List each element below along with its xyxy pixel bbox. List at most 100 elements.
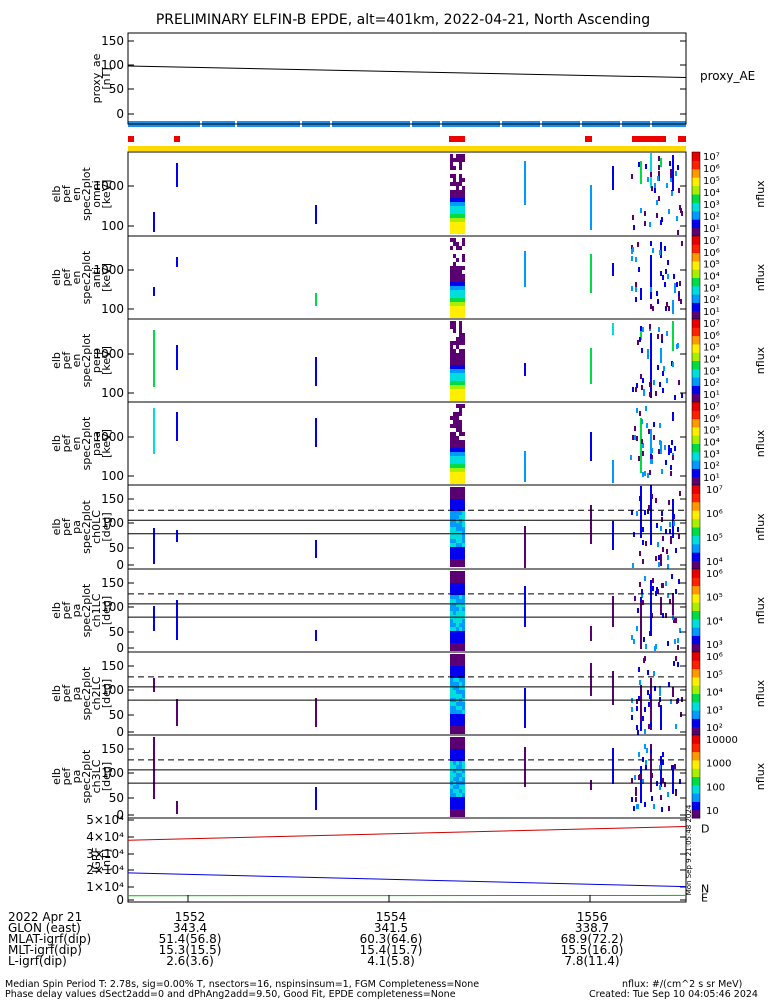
heatmap-cell	[462, 635, 465, 639]
axis-row-label: MLAT-igrf(dip)	[8, 932, 91, 946]
heatmap-cell	[459, 194, 462, 198]
heatmap-cell	[456, 631, 459, 635]
heatmap-cell	[666, 549, 668, 554]
heatmap-cell	[678, 188, 680, 193]
heatmap-cell	[456, 460, 459, 464]
heatmap-cell	[453, 393, 456, 397]
colorbar-segment	[692, 710, 700, 719]
heatmap-cell	[456, 627, 459, 631]
heatmap-cell	[450, 456, 453, 460]
heatmap-cell	[450, 246, 453, 250]
series-line-n	[127, 872, 687, 888]
heatmap-cell	[459, 464, 462, 468]
heatmap-cell	[462, 773, 465, 777]
y-tick-label: 100	[101, 683, 124, 697]
colorbar-tick-label: 10⁴	[706, 557, 723, 568]
heatmap-cell	[456, 678, 459, 682]
heatmap-cell	[642, 378, 644, 383]
heatmap-streak	[590, 254, 592, 293]
heatmap-cell	[661, 517, 663, 522]
heatmap-cell	[671, 765, 673, 770]
heatmap-cell	[453, 436, 456, 440]
heatmap-cell	[453, 302, 456, 306]
colorbar-segment	[692, 743, 700, 753]
heatmap-cell	[456, 777, 459, 781]
heatmap-cell	[653, 435, 655, 440]
colorbar-segment	[692, 726, 700, 736]
heatmap-cell	[453, 761, 456, 765]
heatmap-cell	[456, 226, 459, 230]
heatmap-streak	[612, 748, 614, 784]
heatmap-cell	[459, 460, 462, 464]
heatmap-cell	[658, 165, 660, 170]
colorbar-tick-label: 10³	[706, 640, 723, 651]
heatmap-cell	[453, 627, 456, 631]
heatmap-cell	[462, 258, 465, 262]
y-tick-label: 150	[101, 659, 124, 673]
colorbar-segment	[692, 402, 700, 411]
heatmap-cell	[453, 777, 456, 781]
heatmap-cell	[453, 341, 456, 345]
heatmap-cell	[456, 154, 459, 158]
heatmap-cell	[675, 589, 677, 594]
colorbar-tick-label: 10⁴	[703, 188, 720, 199]
heatmap-cell	[641, 419, 643, 424]
heatmap-cell	[462, 619, 465, 623]
heatmap-cell	[643, 391, 645, 396]
heatmap-cell	[635, 787, 637, 792]
heatmap-cell	[450, 647, 453, 651]
y-axis-label-anti: pef	[60, 268, 73, 287]
heatmap-cell	[642, 327, 644, 332]
heatmap-cell	[450, 468, 453, 472]
heatmap-cell	[453, 511, 456, 515]
heatmap-cell	[450, 753, 453, 757]
heatmap-cell	[450, 385, 453, 389]
heatmap-cell	[450, 654, 453, 658]
y-tick-label: 1000	[93, 179, 124, 193]
heatmap-cell	[456, 647, 459, 651]
footer-line1: Median Spin Period T: 2.78s, sig=0.00% T…	[5, 979, 480, 990]
heatmap-cell	[456, 813, 459, 817]
heatmap-cell	[456, 448, 459, 452]
heatmap-cell	[453, 737, 456, 741]
heatmap-cell	[453, 635, 456, 639]
heatmap-cell	[456, 690, 459, 694]
heatmap-cell	[670, 539, 672, 544]
y-tick-label: 0	[116, 808, 124, 822]
heatmap-cell	[450, 495, 453, 499]
axis-row-value: 1552	[175, 910, 206, 924]
panel-frame	[127, 484, 687, 570]
heatmap-cell	[662, 371, 664, 376]
heatmap-cell	[450, 643, 453, 647]
heatmap-cell	[450, 678, 453, 682]
y-axis-label-ch2lc: pa	[70, 687, 83, 701]
heatmap-cell	[450, 769, 453, 773]
panel-frame	[127, 401, 687, 486]
heatmap-cell	[450, 325, 453, 329]
heatmap-cell	[450, 190, 453, 194]
heatmap-cell	[459, 321, 462, 325]
heatmap-cell	[663, 366, 665, 371]
heatmap-cell	[662, 613, 664, 618]
heatmap-cell	[462, 373, 465, 377]
heatmap-streak	[640, 418, 642, 473]
heatmap-cell	[459, 737, 462, 741]
colorbar-label: nflux	[754, 180, 767, 208]
heatmap-cell	[462, 210, 465, 214]
axis-row-value: 2.6(3.6)	[166, 954, 214, 968]
heatmap-cell	[462, 690, 465, 694]
heatmap-cell	[668, 682, 670, 687]
heatmap-cell	[462, 242, 465, 246]
heatmap-cell	[658, 702, 660, 707]
y-axis-label-omni: en	[70, 187, 83, 201]
heatmap-cell	[459, 555, 462, 559]
colorbar-tick-label: 10⁴	[703, 355, 720, 366]
heatmap-cell	[459, 210, 462, 214]
heatmap-cell	[456, 222, 459, 226]
heatmap-cell	[453, 647, 456, 651]
heatmap-cell	[456, 230, 459, 234]
heatmap-cell	[462, 551, 465, 555]
y-tick-label: 150	[101, 576, 124, 590]
heatmap-cell	[450, 476, 453, 480]
heatmap-cell	[453, 238, 456, 242]
